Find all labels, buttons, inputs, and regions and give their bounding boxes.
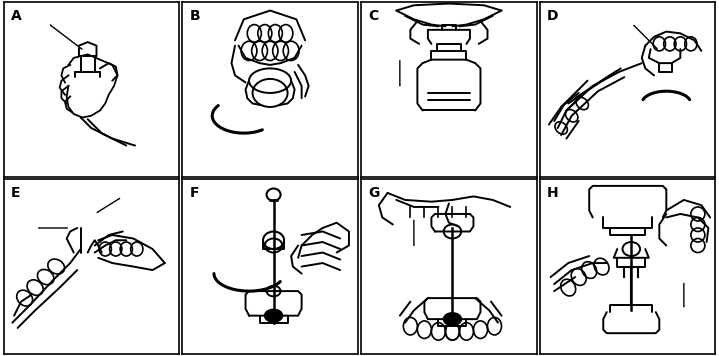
Text: A: A <box>11 9 22 23</box>
Text: H: H <box>547 186 559 200</box>
Text: G: G <box>368 186 380 200</box>
Text: F: F <box>190 186 199 200</box>
Ellipse shape <box>265 309 283 322</box>
Text: C: C <box>368 9 379 23</box>
Text: D: D <box>547 9 559 23</box>
Text: E: E <box>11 186 20 200</box>
Ellipse shape <box>444 313 461 325</box>
Text: B: B <box>190 9 200 23</box>
